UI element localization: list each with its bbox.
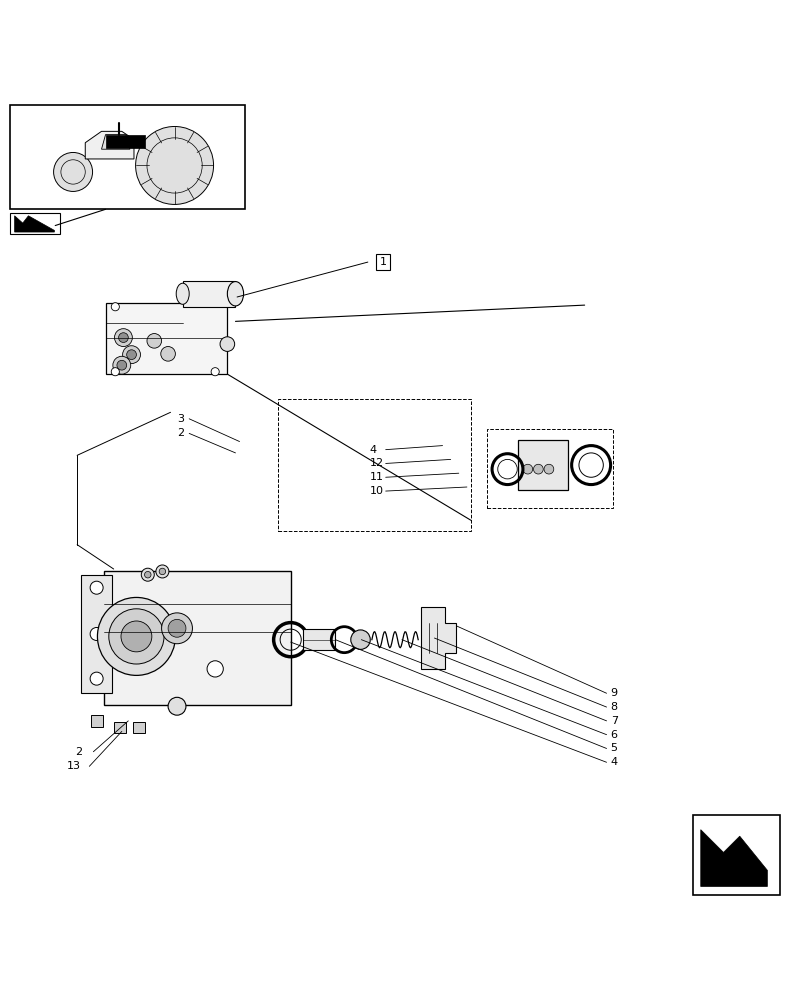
Text: 9: 9 [610, 688, 617, 698]
Bar [114, 722, 126, 733]
Circle shape [90, 627, 103, 640]
Bar [91, 715, 103, 727]
Text: 4: 4 [610, 757, 617, 767]
Text: 12: 12 [369, 458, 383, 468]
Bar [303, 629, 335, 650]
Circle shape [522, 464, 532, 474]
Text: 7: 7 [610, 716, 617, 726]
Text: 10: 10 [369, 486, 383, 496]
Text: 5: 5 [610, 743, 617, 753]
Bar [105, 135, 144, 148]
Text: 4: 4 [369, 445, 376, 455]
Bar [277, 399, 470, 531]
Circle shape [113, 356, 131, 374]
Circle shape [90, 581, 103, 594]
Circle shape [207, 661, 223, 677]
Text: 8: 8 [610, 702, 617, 712]
Bar [105, 303, 227, 374]
Text: 3: 3 [177, 414, 184, 424]
Circle shape [161, 613, 192, 644]
Circle shape [533, 464, 543, 474]
Circle shape [121, 621, 152, 652]
Bar [104, 571, 290, 705]
Text: 13: 13 [67, 761, 80, 771]
Bar [182, 281, 235, 307]
Circle shape [144, 571, 151, 578]
Circle shape [118, 333, 128, 342]
Bar [692, 815, 779, 895]
Circle shape [156, 565, 169, 578]
Circle shape [168, 697, 186, 715]
Polygon shape [85, 131, 134, 159]
Polygon shape [15, 216, 54, 232]
Circle shape [111, 368, 119, 376]
Polygon shape [700, 830, 766, 887]
Circle shape [220, 337, 234, 351]
Circle shape [168, 619, 186, 637]
Polygon shape [101, 135, 130, 149]
Circle shape [90, 672, 103, 685]
Circle shape [109, 609, 164, 664]
Bar [487, 429, 612, 508]
Circle shape [161, 347, 175, 361]
Bar [133, 722, 145, 733]
Circle shape [117, 360, 127, 370]
Text: 11: 11 [369, 472, 383, 482]
Ellipse shape [176, 283, 189, 304]
Polygon shape [81, 575, 112, 693]
Circle shape [141, 568, 154, 581]
Ellipse shape [227, 282, 243, 306]
Circle shape [147, 334, 161, 348]
Circle shape [543, 464, 553, 474]
Text: 2: 2 [75, 747, 82, 757]
Circle shape [135, 126, 213, 204]
Text: 1: 1 [380, 257, 386, 267]
Polygon shape [420, 607, 456, 669]
Text: 6: 6 [610, 730, 617, 740]
Circle shape [159, 568, 165, 575]
Circle shape [54, 152, 92, 191]
Circle shape [127, 350, 136, 360]
Circle shape [211, 368, 219, 376]
Text: 2: 2 [177, 428, 184, 438]
Bar [517, 440, 568, 490]
Circle shape [114, 329, 132, 347]
Circle shape [97, 597, 175, 675]
Circle shape [122, 346, 140, 364]
Circle shape [350, 630, 370, 649]
Circle shape [111, 303, 119, 311]
Bar [10, 105, 245, 209]
Bar [10, 213, 60, 234]
